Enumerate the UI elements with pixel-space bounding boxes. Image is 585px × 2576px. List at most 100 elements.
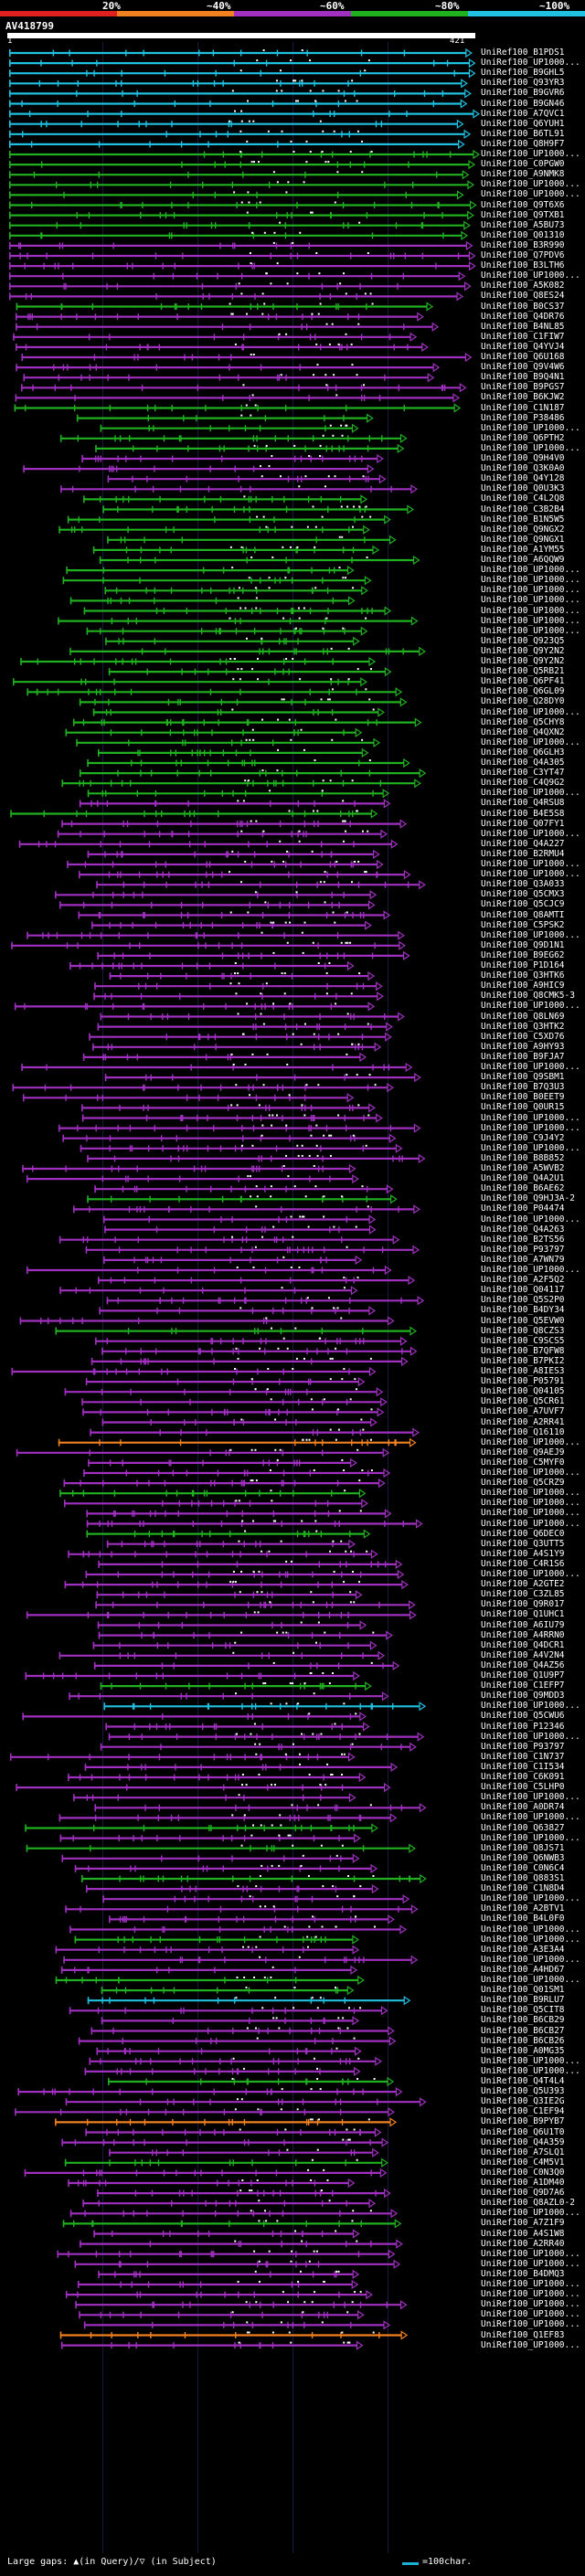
hit-label-link[interactable]: UniRef100_C0PGW0 (481, 159, 565, 170)
hit-label-link[interactable]: UniRef100_Q6YUH1 (481, 118, 565, 129)
hit-label-link[interactable]: UniRef100_Q5CIT8 (481, 2005, 565, 2016)
hit-label-link[interactable]: UniRef100_UP1000... (481, 828, 580, 839)
hit-label-link[interactable]: UniRef100_Q5CWU6 (481, 1711, 565, 1722)
hit-label-link[interactable]: UniRef100_Q1EF83 (481, 2329, 565, 2340)
hit-label-link[interactable]: UniRef100_Q9R017 (481, 1599, 565, 1610)
hit-label-link[interactable]: UniRef100_UP1000... (481, 737, 580, 747)
hit-label-link[interactable]: UniRef100_C0N6C4 (481, 1862, 565, 1873)
hit-label-link[interactable]: UniRef100_Q3K0A0 (481, 463, 565, 474)
hit-label-link[interactable]: UniRef100_B4L0F0 (481, 1913, 565, 1924)
hit-label-link[interactable]: UniRef100_UP1000... (481, 1792, 580, 1803)
hit-label-link[interactable]: UniRef100_Q6PTH2 (481, 432, 565, 443)
hit-label-link[interactable]: UniRef100_UP1000... (481, 2339, 580, 2350)
hit-label-link[interactable]: UniRef100_Q9NGX2 (481, 524, 565, 535)
hit-label-link[interactable]: UniRef100_Q6U168 (481, 352, 565, 362)
hit-label-link[interactable]: UniRef100_UP1000... (481, 1934, 580, 1945)
hit-label-link[interactable]: UniRef100_UP1000... (481, 179, 580, 190)
hit-label-link[interactable]: UniRef100_UP1000... (481, 1508, 580, 1519)
hit-label-link[interactable]: UniRef100_B9PGS7 (481, 382, 565, 393)
hit-label-link[interactable]: UniRef100_UP1000... (481, 2299, 580, 2310)
hit-label-link[interactable]: UniRef100_B9GHL5 (481, 68, 565, 79)
hit-label-link[interactable]: UniRef100_Q01310 (481, 229, 565, 240)
hit-label-link[interactable]: UniRef100_Q8LN69 (481, 1011, 565, 1022)
hit-label-link[interactable]: UniRef100_C1N187 (481, 402, 565, 413)
hit-label-link[interactable]: UniRef100_Q04117 (481, 1285, 565, 1296)
hit-label-link[interactable]: UniRef100_Q6GLH3 (481, 747, 565, 758)
hit-label-link[interactable]: UniRef100_B4DMQ3 (481, 2268, 565, 2279)
hit-label-link[interactable]: UniRef100_Q5CRZ9 (481, 1478, 565, 1489)
hit-label-link[interactable]: UniRef100_UP1000... (481, 615, 580, 626)
hit-label-link[interactable]: UniRef100_Q5CR61 (481, 1396, 565, 1407)
hit-label-link[interactable]: UniRef100_UP1000... (481, 2289, 580, 2300)
hit-label-link[interactable]: UniRef100_UP1000... (481, 1436, 580, 1447)
hit-label-link[interactable]: UniRef100_UP1000... (481, 1893, 580, 1904)
hit-label-link[interactable]: UniRef100_C5XD76 (481, 1031, 565, 1042)
hit-label-link[interactable]: UniRef100_Q6GL09 (481, 686, 565, 697)
hit-label-link[interactable]: UniRef100_UP1000... (481, 270, 580, 281)
hit-label-link[interactable]: UniRef100_B4NL85 (481, 321, 565, 332)
hit-label-link[interactable]: UniRef100_C4L2Q8 (481, 493, 565, 504)
hit-label-link[interactable]: UniRef100_UP1000... (481, 869, 580, 880)
hit-label-link[interactable]: UniRef100_UP1000... (481, 442, 580, 453)
hit-label-link[interactable]: UniRef100_Q4DR76 (481, 311, 565, 322)
hit-label-link[interactable]: UniRef100_Q3HTK6 (481, 970, 565, 981)
hit-label-link[interactable]: UniRef100_B3R990 (481, 239, 565, 250)
hit-label-link[interactable]: UniRef100_Q9SBM1 (481, 1072, 565, 1083)
hit-label-link[interactable]: UniRef100_B4DY34 (481, 1305, 565, 1316)
hit-label-link[interactable]: UniRef100_B1PDS1 (481, 48, 565, 58)
hit-label-link[interactable]: UniRef100_Q4QXN2 (481, 726, 565, 737)
hit-label-link[interactable]: UniRef100_Q8AMTI (481, 909, 565, 920)
hit-label-link[interactable]: UniRef100_UP1000... (481, 706, 580, 717)
hit-label-link[interactable]: UniRef100_B3LTH6 (481, 260, 565, 271)
hit-label-link[interactable]: UniRef100_A0DR74 (481, 1802, 565, 1813)
hit-label-link[interactable]: UniRef100_C3B2B4 (481, 504, 565, 514)
hit-label-link[interactable]: UniRef100_Q1UHC1 (481, 1609, 565, 1620)
hit-label-link[interactable]: UniRef100_UP1000... (481, 1731, 580, 1742)
hit-label-link[interactable]: UniRef100_C4M5V1 (481, 2157, 565, 2168)
hit-label-link[interactable]: UniRef100_Q93YR3 (481, 78, 565, 89)
hit-label-link[interactable]: UniRef100_C1EFP7 (481, 1680, 565, 1691)
hit-label-link[interactable]: UniRef100_UP1000... (481, 149, 580, 159)
hit-label-link[interactable]: UniRef100_UP1000... (481, 859, 580, 869)
hit-label-link[interactable]: UniRef100_UP1000... (481, 1812, 580, 1823)
hit-label-link[interactable]: UniRef100_Q5CMX3 (481, 889, 565, 900)
hit-label-link[interactable]: UniRef100_Q9NGX1 (481, 534, 565, 545)
hit-label-link[interactable]: UniRef100_B9GVR6 (481, 88, 565, 99)
hit-label-link[interactable]: UniRef100_P12346 (481, 1721, 565, 1732)
hit-label-link[interactable]: UniRef100_Q9D7A6 (481, 2188, 565, 2199)
hit-label-link[interactable]: UniRef100_P1D164 (481, 960, 565, 970)
hit-label-link[interactable]: UniRef100_Q5RB21 (481, 666, 565, 677)
hit-label-link[interactable]: UniRef100_B6CB29 (481, 2015, 565, 2026)
hit-label-link[interactable]: UniRef100_Q923Q5 (481, 635, 565, 646)
hit-label-link[interactable]: UniRef100_A4V2N4 (481, 1649, 565, 1660)
hit-label-link[interactable]: UniRef100_B6CB26 (481, 2035, 565, 2046)
hit-label-link[interactable]: UniRef100_UP1000... (481, 1954, 580, 1965)
hit-label-link[interactable]: UniRef100_Q4DCR1 (481, 1639, 565, 1650)
hit-label-link[interactable]: UniRef100_UP1000... (481, 1468, 580, 1478)
hit-label-link[interactable]: UniRef100_Q9Y2N2 (481, 645, 565, 656)
hit-label-link[interactable]: UniRef100_Q04105 (481, 1386, 565, 1397)
hit-label-link[interactable]: UniRef100_Q8H9F7 (481, 138, 565, 149)
hit-label-link[interactable]: UniRef100_P93797 (481, 1244, 565, 1255)
hit-label-link[interactable]: UniRef100_Q9D1N1 (481, 939, 565, 950)
hit-label-link[interactable]: UniRef100_A2RR40 (481, 2238, 565, 2249)
hit-label-link[interactable]: UniRef100_C1N737 (481, 1751, 565, 1762)
hit-label-link[interactable]: UniRef100_A6IU79 (481, 1619, 565, 1630)
hit-label-link[interactable]: UniRef100_Q5EVW0 (481, 1315, 565, 1326)
hit-label-link[interactable]: UniRef100_B6KJW2 (481, 392, 565, 403)
hit-label-link[interactable]: UniRef100_UP1000... (481, 565, 580, 576)
hit-label-link[interactable]: UniRef100_A5K082 (481, 281, 565, 292)
hit-label-link[interactable]: UniRef100_A0MG35 (481, 2045, 565, 2056)
hit-label-link[interactable]: UniRef100_B0CS37 (481, 301, 565, 312)
hit-label-link[interactable]: UniRef100_A9NMK8 (481, 169, 565, 180)
hit-label-link[interactable]: UniRef100_Q8ES24 (481, 291, 565, 302)
hit-label-link[interactable]: UniRef100_A7Z1F9 (481, 2218, 565, 2229)
hit-label-link[interactable]: UniRef100_UP1000... (481, 1488, 580, 1499)
hit-label-link[interactable]: UniRef100_UP1000... (481, 1062, 580, 1072)
hit-label-link[interactable]: UniRef100_Q4A2U1 (481, 1173, 565, 1184)
hit-label-link[interactable]: UniRef100_B7Q3U3 (481, 1082, 565, 1093)
hit-label-link[interactable]: UniRef100_B9PYB7 (481, 2116, 565, 2127)
hit-label-link[interactable]: UniRef100_B8B852 (481, 1152, 565, 1163)
hit-label-link[interactable]: UniRef100_A4S1Y9 (481, 1548, 565, 1559)
hit-label-link[interactable]: UniRef100_Q9T6X6 (481, 199, 565, 210)
